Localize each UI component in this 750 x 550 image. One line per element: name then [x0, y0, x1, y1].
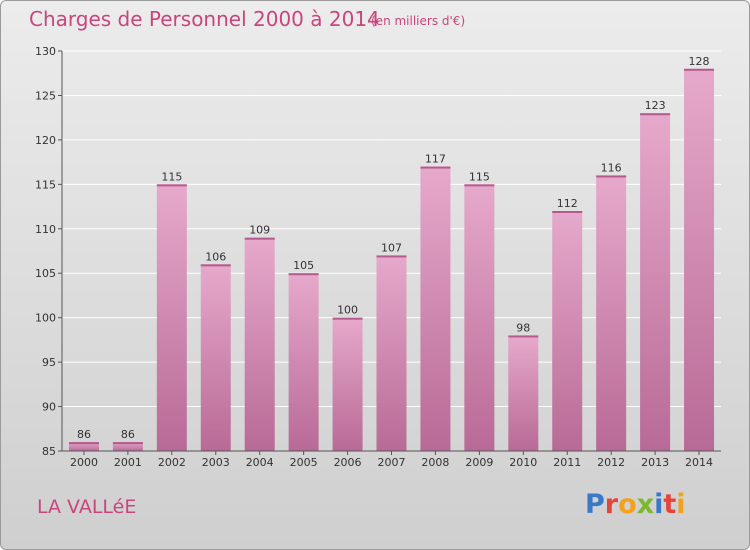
bar-top-edge [508, 335, 539, 338]
bar-value-label: 117 [425, 153, 446, 166]
bar-top-edge [464, 184, 495, 187]
y-tick-label: 130 [35, 45, 56, 58]
bar-value-label: 105 [293, 259, 314, 272]
bar-value-label: 106 [205, 250, 226, 263]
x-tick-label: 2010 [509, 456, 537, 469]
bar [464, 184, 495, 452]
bar-value-label: 107 [381, 241, 402, 254]
bar-value-label: 100 [337, 304, 358, 317]
bar-top-edge [156, 184, 187, 187]
y-tick-label: 105 [35, 267, 56, 280]
y-tick-label: 100 [35, 312, 56, 325]
chart-title: Charges de Personnel 2000 à 2014 [29, 7, 380, 31]
x-tick-label: 2012 [597, 456, 625, 469]
bar [420, 166, 451, 452]
bar-top-edge [244, 237, 275, 240]
bar-value-label: 115 [161, 170, 182, 183]
x-tick-label: 2007 [378, 456, 406, 469]
x-tick-label: 2005 [290, 456, 318, 469]
bar [640, 113, 671, 451]
x-tick-label: 2011 [553, 456, 581, 469]
x-tick-label: 2001 [114, 456, 142, 469]
bar [200, 264, 231, 451]
x-tick-label: 2002 [158, 456, 186, 469]
y-tick-label: 115 [35, 178, 56, 191]
bar-top-edge [332, 317, 363, 320]
y-tick-label: 110 [35, 223, 56, 236]
bar-value-label: 116 [601, 161, 622, 174]
bar-top-edge [376, 255, 407, 258]
x-tick-label: 2013 [641, 456, 669, 469]
axes [58, 50, 721, 455]
bar [552, 211, 583, 451]
bar [376, 255, 407, 451]
commune-name: LA VALLéE [37, 496, 137, 518]
y-tick-label: 95 [42, 356, 56, 369]
y-tick-label: 85 [42, 445, 56, 458]
bar-value-label: 112 [557, 197, 578, 210]
bar-top-edge [112, 442, 143, 445]
bar-top-edge [288, 273, 319, 276]
y-tick-label: 90 [42, 401, 56, 414]
bar [68, 442, 99, 451]
bar [112, 442, 143, 451]
y-tick-label: 125 [35, 89, 56, 102]
bar [156, 184, 187, 452]
x-tick-label: 2000 [70, 456, 98, 469]
bar-value-label: 123 [645, 99, 666, 112]
bar-top-edge [420, 166, 451, 169]
bar-top-edge [596, 175, 627, 178]
bar-value-label: 98 [516, 321, 530, 334]
bar [332, 317, 363, 451]
bar-value-label: 86 [121, 428, 135, 441]
bar [288, 273, 319, 451]
bar-value-label: 86 [77, 428, 91, 441]
x-tick-label: 2014 [685, 456, 713, 469]
bar-top-edge [552, 211, 583, 213]
x-tick-label: 2006 [334, 456, 362, 469]
labels: 85 90 95 100 105 110 115 120 125 130 86 2000 86 2001 1… [35, 45, 713, 469]
bar-value-label: 115 [469, 170, 490, 183]
x-tick-label: 2003 [202, 456, 230, 469]
bar-top-edge [68, 442, 99, 445]
bar [684, 68, 715, 452]
bar-top-edge [200, 264, 231, 267]
proxiti-logo: Proxiti [585, 489, 686, 520]
bars [68, 68, 715, 452]
x-tick-label: 2009 [465, 456, 493, 469]
bar-value-label: 109 [249, 224, 270, 237]
bar [596, 175, 627, 451]
bar [244, 237, 275, 451]
x-tick-label: 2004 [246, 456, 274, 469]
bar-top-edge [684, 68, 715, 71]
bar-value-label: 128 [689, 55, 710, 68]
x-tick-label: 2008 [421, 456, 449, 469]
bar-top-edge [640, 113, 671, 116]
y-tick-label: 120 [35, 134, 56, 147]
chart-subtitle: (en milliers d'€) [371, 14, 466, 28]
bar [508, 335, 539, 451]
